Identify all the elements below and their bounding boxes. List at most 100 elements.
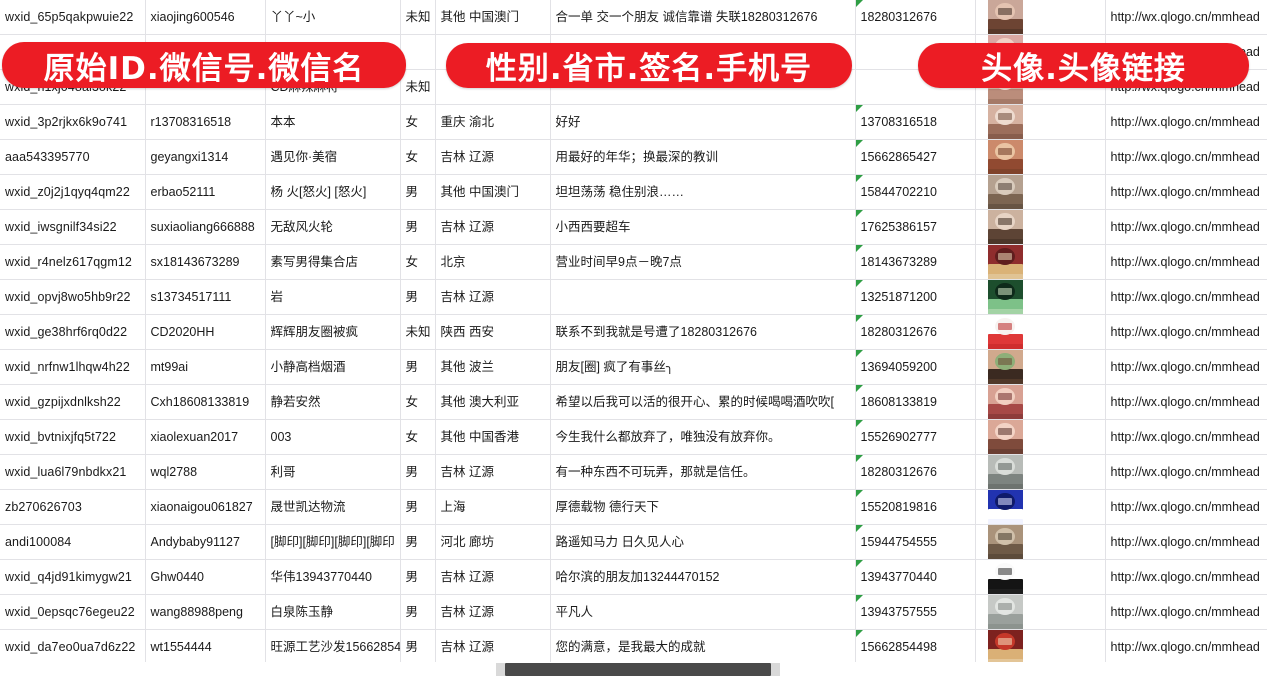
cell-signature[interactable]: 平凡人 xyxy=(550,594,856,630)
table-row[interactable]: wxid_nrfnw1lhqw4h22 mt99ai 小静高档烟酒男其他 波兰 朋友[… xyxy=(0,349,1267,385)
cell-phone[interactable]: 18143673289 xyxy=(855,244,976,280)
cell-wechat-no[interactable]: xiaojing600546 xyxy=(145,0,266,35)
cell-avatar-url[interactable]: http://wx.qlogo.cn/mmhead xyxy=(1105,629,1267,665)
cell-wechat-no[interactable]: suxiaoliang666888 xyxy=(145,209,266,245)
cell-wechat-no[interactable]: xiaonaigou061827 xyxy=(145,489,266,525)
table-row[interactable]: wxid_gzpijxdnlksh22 Cxh18608133819 静若安然女其他… xyxy=(0,384,1267,420)
cell-avatar-url[interactable]: http://wx.qlogo.cn/mmhead xyxy=(1105,209,1267,245)
cell-region[interactable]: 重庆 渝北 xyxy=(435,104,551,140)
cell-phone[interactable]: 13943757555 xyxy=(855,594,976,630)
cell-avatar-url[interactable]: http://wx.qlogo.cn/mmhead xyxy=(1105,559,1267,595)
cell-signature[interactable]: 有一种东西不可玩弄，那就是信任。 xyxy=(550,454,856,490)
cell-avatar-url[interactable]: http://wx.qlogo.cn/mmhead xyxy=(1105,174,1267,210)
cell-avatar-url[interactable]: http://wx.qlogo.cn/mmhead xyxy=(1105,489,1267,525)
cell-avatar-url[interactable]: http://wx.qlogo.cn/mmhead xyxy=(1105,139,1267,175)
cell-wechat-name[interactable]: 003 xyxy=(265,419,401,455)
cell-region[interactable]: 上海 xyxy=(435,489,551,525)
cell-avatar[interactable] xyxy=(975,629,1106,665)
table-row[interactable]: wxid_da7eo0ua7d6z22 wt1554444 旺源工艺沙发156628… xyxy=(0,629,1267,665)
cell-signature[interactable]: 营业时间早9点－晚7点 xyxy=(550,244,856,280)
cell-avatar[interactable] xyxy=(975,139,1106,175)
cell-wechat-name[interactable]: 白泉陈玉静 xyxy=(265,594,401,630)
cell-origin-id[interactable]: wxid_q4jd91kimygw21 xyxy=(0,559,146,595)
table-row[interactable]: wxid_iwsgnilf34si22 suxiaoliang666888 无敌风火… xyxy=(0,209,1267,245)
cell-avatar-url[interactable]: http://wx.qlogo.cn/mmhead xyxy=(1105,384,1267,420)
cell-region[interactable]: 吉林 辽源 xyxy=(435,594,551,630)
cell-phone[interactable]: 15520819816 xyxy=(855,489,976,525)
cell-phone[interactable]: 18280312676 xyxy=(855,314,976,350)
cell-region[interactable]: 吉林 辽源 xyxy=(435,279,551,315)
cell-avatar-url[interactable]: http://wx.qlogo.cn/mmhead xyxy=(1105,419,1267,455)
cell-wechat-name[interactable]: 无敌风火轮 xyxy=(265,209,401,245)
cell-wechat-name[interactable]: 静若安然 xyxy=(265,384,401,420)
cell-region[interactable]: 吉林 辽源 xyxy=(435,209,551,245)
cell-wechat-no[interactable]: wql2788 xyxy=(145,454,266,490)
cell-wechat-no[interactable]: mt99ai xyxy=(145,349,266,385)
cell-origin-id[interactable]: zb270626703 xyxy=(0,489,146,525)
cell-wechat-no[interactable]: wt1554444 xyxy=(145,629,266,665)
cell-origin-id[interactable]: wxid_opvj8wo5hb9r22 xyxy=(0,279,146,315)
cell-avatar[interactable] xyxy=(975,384,1106,420)
cell-phone[interactable]: 15526902777 xyxy=(855,419,976,455)
cell-signature[interactable]: 小西西要超车 xyxy=(550,209,856,245)
cell-wechat-name[interactable]: 本本 xyxy=(265,104,401,140)
cell-avatar-url[interactable]: http://wx.qlogo.cn/mmhead xyxy=(1105,594,1267,630)
cell-phone[interactable]: 13251871200 xyxy=(855,279,976,315)
cell-origin-id[interactable]: wxid_ge38hrf6rq0d22 xyxy=(0,314,146,350)
cell-origin-id[interactable]: wxid_z0j2j1qyq4qm22 xyxy=(0,174,146,210)
cell-sex[interactable]: 未知 xyxy=(400,69,436,105)
cell-wechat-name[interactable]: 辉辉朋友圈被疯 xyxy=(265,314,401,350)
cell-wechat-no[interactable]: Ghw0440 xyxy=(145,559,266,595)
cell-sex[interactable]: 男 xyxy=(400,349,436,385)
cell-phone[interactable]: 13708316518 xyxy=(855,104,976,140)
cell-wechat-no[interactable]: sx18143673289 xyxy=(145,244,266,280)
cell-region[interactable]: 其他 澳大利亚 xyxy=(435,384,551,420)
cell-signature[interactable]: 哈尔滨的朋友加13244470152 xyxy=(550,559,856,595)
horizontal-scrollbar-track[interactable] xyxy=(0,662,1267,676)
cell-wechat-name[interactable]: 利哥 xyxy=(265,454,401,490)
cell-phone[interactable]: 15844702210 xyxy=(855,174,976,210)
cell-sex[interactable]: 女 xyxy=(400,139,436,175)
cell-wechat-name[interactable]: 晟世凯达物流 xyxy=(265,489,401,525)
cell-avatar[interactable] xyxy=(975,174,1106,210)
cell-wechat-no[interactable]: xiaolexuan2017 xyxy=(145,419,266,455)
cell-signature[interactable]: 您的满意，是我最大的成就 xyxy=(550,629,856,665)
cell-sex[interactable]: 男 xyxy=(400,174,436,210)
cell-region[interactable]: 吉林 辽源 xyxy=(435,629,551,665)
cell-phone[interactable]: 15662865427 xyxy=(855,139,976,175)
cell-phone[interactable]: 15944754555 xyxy=(855,524,976,560)
cell-wechat-name[interactable]: 丫丫~小 xyxy=(265,0,401,35)
cell-wechat-name[interactable]: 华伟13943770440 xyxy=(265,559,401,595)
cell-avatar[interactable] xyxy=(975,0,1106,35)
cell-wechat-name[interactable]: 遇见你·美宿 xyxy=(265,139,401,175)
cell-avatar-url[interactable]: http://wx.qlogo.cn/mmhead xyxy=(1105,524,1267,560)
table-row[interactable]: aaa543395770 geyangxi1314 遇见你·美宿女吉林 辽源 用最好的… xyxy=(0,139,1267,175)
cell-phone[interactable]: 18280312676 xyxy=(855,454,976,490)
cell-sex[interactable]: 男 xyxy=(400,559,436,595)
cell-origin-id[interactable]: wxid_da7eo0ua7d6z22 xyxy=(0,629,146,665)
cell-sex[interactable]: 男 xyxy=(400,629,436,665)
cell-origin-id[interactable]: wxid_65p5qakpwuie22 xyxy=(0,0,146,35)
cell-signature[interactable]: 用最好的年华；换最深的教训 xyxy=(550,139,856,175)
cell-sex[interactable]: 未知 xyxy=(400,314,436,350)
cell-region[interactable]: 吉林 辽源 xyxy=(435,454,551,490)
cell-region[interactable]: 吉林 辽源 xyxy=(435,559,551,595)
cell-signature[interactable]: 厚德载物 德行天下 xyxy=(550,489,856,525)
table-row[interactable]: wxid_bvtnixjfq5t722 xiaolexuan2017 003 女其他 … xyxy=(0,419,1267,455)
table-row[interactable]: zb270626703 xiaonaigou061827 晟世凯达物流男上海 厚德载物… xyxy=(0,489,1267,525)
cell-sex[interactable]: 女 xyxy=(400,104,436,140)
cell-wechat-name[interactable]: [脚印][脚印][脚印][脚印 xyxy=(265,524,401,560)
cell-avatar-url[interactable]: http://wx.qlogo.cn/mmhead xyxy=(1105,104,1267,140)
table-row[interactable]: wxid_65p5qakpwuie22 xiaojing600546 丫丫~小 未知其… xyxy=(0,0,1267,35)
cell-origin-id[interactable]: andi100084 xyxy=(0,524,146,560)
cell-sex[interactable]: 男 xyxy=(400,454,436,490)
cell-phone[interactable]: 17625386157 xyxy=(855,209,976,245)
cell-avatar-url[interactable]: http://wx.qlogo.cn/mmhead xyxy=(1105,279,1267,315)
horizontal-scrollbar-thumb[interactable] xyxy=(505,663,771,676)
table-row[interactable]: wxid_z0j2j1qyq4qm22 erbao52111 杨 火[怒火] [怒火… xyxy=(0,174,1267,210)
table-row[interactable]: wxid_3p2rjkx6k9o741 r13708316518 本本女重庆 渝北好… xyxy=(0,104,1267,140)
cell-avatar-url[interactable]: http://wx.qlogo.cn/mmhead xyxy=(1105,349,1267,385)
cell-avatar[interactable] xyxy=(975,524,1106,560)
